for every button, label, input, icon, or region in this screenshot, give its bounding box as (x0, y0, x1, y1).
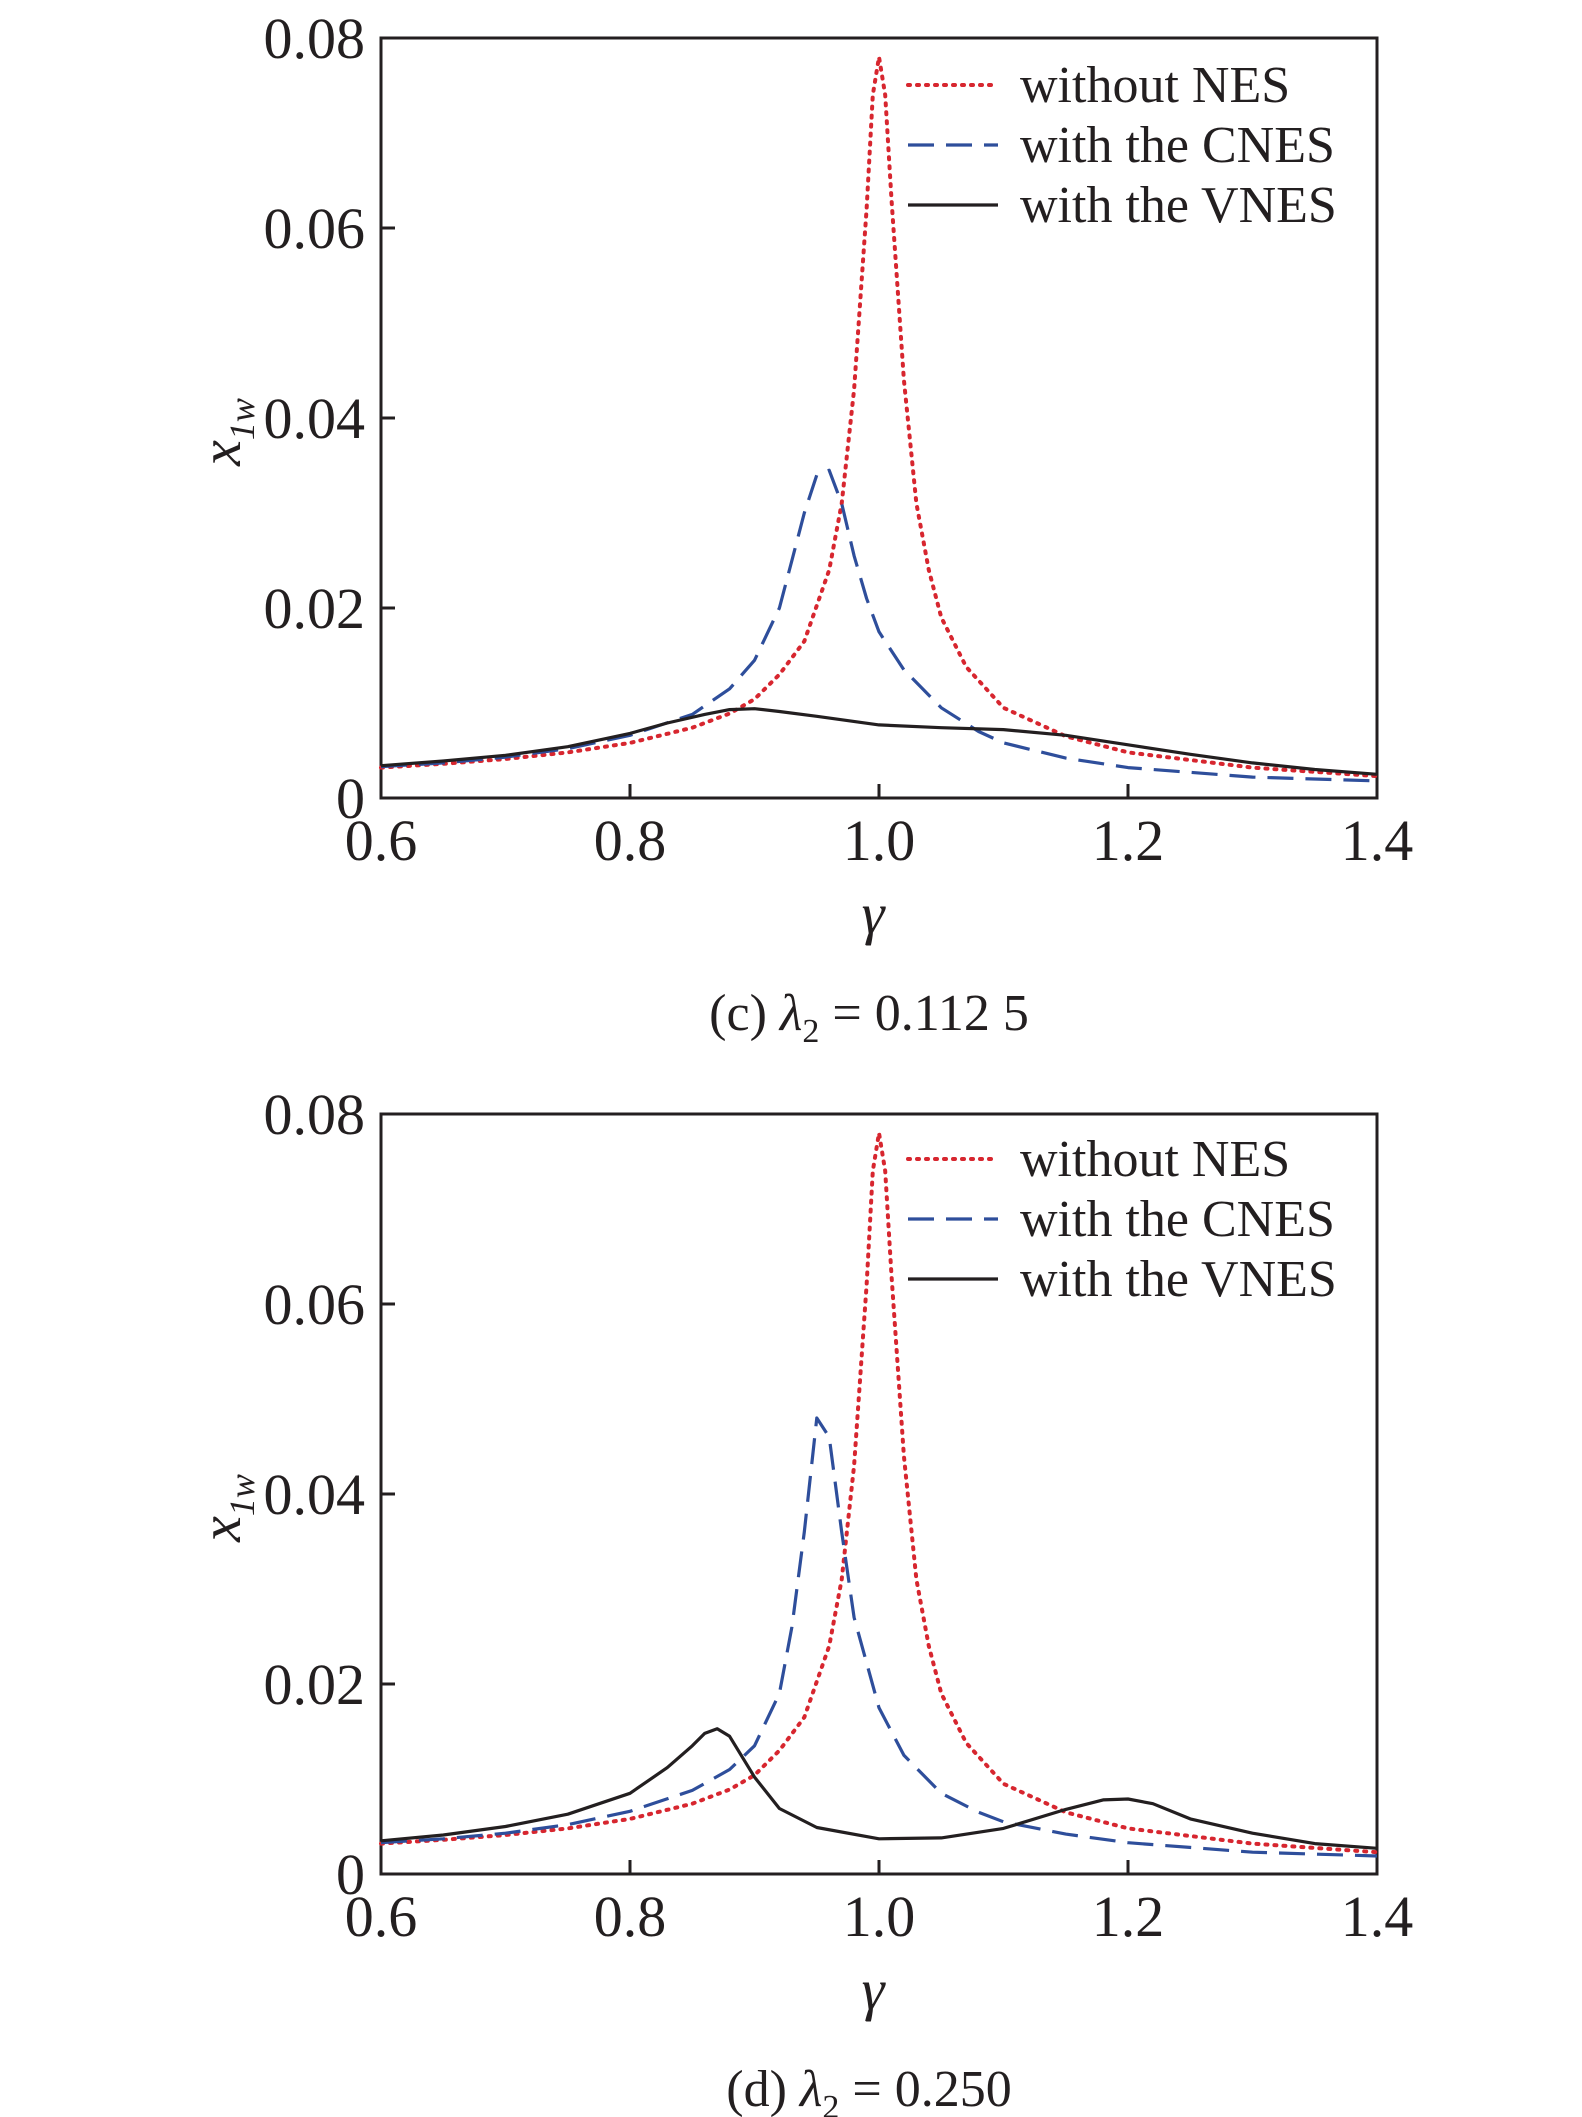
x-tick-label: 0.8 (594, 1884, 667, 1949)
x-tick-label: 0.6 (345, 1884, 418, 1949)
y-tick-label: 0.04 (264, 386, 366, 451)
y-axis-label-base: x (188, 1516, 253, 1543)
legend-entry: without NES (1020, 57, 1290, 114)
x-tick-label: 0.8 (594, 808, 667, 873)
x-tick-label: 1.2 (1092, 1884, 1165, 1949)
y-axis-label-subscript: 1w (222, 398, 262, 440)
y-axis-label: x1w (188, 398, 262, 467)
y-tick-label: 0.04 (264, 1462, 366, 1527)
legend-entry: with the VNES (1020, 177, 1337, 234)
panel-c: 0.6 0.8 1.0 1.2 1.4 0 0.02 0.04 0.06 0.08 γ x1w with… (188, 6, 1413, 1050)
x-tick-label: 1.4 (1341, 808, 1414, 873)
x-tick-label: 1.4 (1341, 1884, 1414, 1949)
y-tick-label: 0.06 (264, 1272, 366, 1337)
legend-entry: without NES (1020, 1131, 1290, 1188)
caption-value: = 0.112 5 (819, 985, 1028, 1042)
y-tick-label: 0.08 (264, 6, 366, 71)
x-axis-label: γ (862, 1957, 887, 2022)
y-axis-label-subscript: 1w (222, 1474, 262, 1516)
legend-entry: with the CNES (1020, 117, 1335, 174)
series-line-with-the-vnes (380, 707, 1378, 776)
panel-d: 0.6 0.8 1.0 1.2 1.4 0 0.02 0.04 0.06 0.08 γ x1w with… (188, 1082, 1413, 2117)
panel-caption: (c) λ2 = 0.112 5 (709, 985, 1029, 1050)
y-tick-label: 0.06 (264, 196, 366, 261)
legend-entry: with the CNES (1020, 1191, 1335, 1248)
series-line-without-nes (379, 55, 1379, 779)
x-tick-label: 1.2 (1092, 808, 1165, 873)
series-line-with-the-cnes (380, 468, 1378, 783)
legend-entry: with the VNES (1020, 1251, 1337, 1308)
caption-subscript: 2 (822, 2089, 839, 2117)
caption-prefix: (d) (726, 2061, 800, 2117)
y-axis-label-base: x (188, 440, 253, 467)
caption-symbol: λ (778, 985, 803, 1042)
y-axis-label: x1w (188, 1474, 262, 1543)
x-tick-label: 1.0 (843, 1884, 916, 1949)
panel-caption: (d) λ2 = 0.250 (726, 2061, 1012, 2117)
x-axis-label: γ (862, 881, 887, 946)
y-tick-label: 0.02 (264, 576, 366, 641)
series-line-without-nes (379, 1131, 1379, 1855)
caption-symbol: λ (798, 2061, 823, 2117)
y-tick-label: 0 (336, 1842, 365, 1907)
y-tick-label: 0.02 (264, 1652, 366, 1717)
y-tick-label: 0.08 (264, 1082, 366, 1147)
caption-subscript: 2 (802, 1013, 819, 1050)
caption-value: = 0.250 (839, 2061, 1011, 2117)
x-tick-label: 1.0 (843, 808, 916, 873)
x-tick-label: 0.6 (345, 808, 418, 873)
caption-prefix: (c) (709, 985, 780, 1042)
y-tick-label: 0 (336, 766, 365, 831)
series-line-with-the-cnes (380, 1416, 1378, 1858)
series-line-with-the-vnes (380, 1727, 1378, 1850)
